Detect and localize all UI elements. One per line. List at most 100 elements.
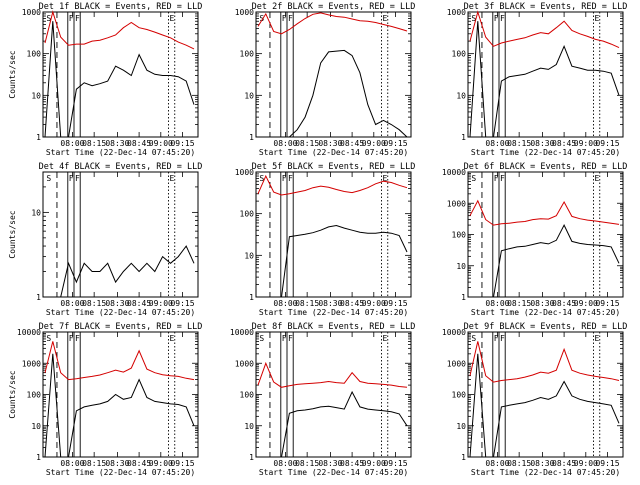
x-tick-label: 08:00 <box>485 299 509 308</box>
axes-frame <box>255 11 412 138</box>
x-tick-label: 09:15 <box>595 459 619 468</box>
x-tick-label: 09:00 <box>149 459 173 468</box>
x-tick-label: 08:45 <box>340 459 364 468</box>
panel-3: Det 3f BLACK = Events, RED = LLD 1 10 100 10… <box>447 2 628 157</box>
x-axis-label: Start Time (22-Dec-14 07:45:20) <box>471 148 620 157</box>
x-tick-label: 08:00 <box>60 299 84 308</box>
x-tick-label: 09:00 <box>149 139 173 148</box>
marker-label: F <box>494 14 499 23</box>
x-tick-label: 08:15 <box>82 139 106 148</box>
x-tick-label: 08:30 <box>105 299 129 308</box>
series-line-events <box>258 390 408 458</box>
y-tick-label: 1 <box>461 453 466 462</box>
x-tick-label: 08:45 <box>552 139 576 148</box>
marker-label: F <box>282 174 287 183</box>
x-tick-label: 08:15 <box>507 459 531 468</box>
marker-label: S <box>46 174 51 183</box>
y-tick-label: 100 <box>452 391 467 400</box>
x-tick-label: 08:15 <box>295 139 319 148</box>
y-tick-label: 1000 <box>447 359 466 368</box>
series-line-events <box>45 245 195 298</box>
x-tick-label: 08:45 <box>552 459 576 468</box>
y-tick-label: 1000 <box>447 8 466 17</box>
y-tick-label: 10000 <box>442 328 466 337</box>
marker-label: F <box>500 334 505 343</box>
y-tick-label: 100 <box>240 50 255 59</box>
marker-label: S <box>46 14 51 23</box>
series-line-events <box>44 353 195 458</box>
x-tick-label: 08:15 <box>295 459 319 468</box>
x-tick-label: 08:30 <box>530 459 554 468</box>
x-tick-label: 09:15 <box>383 139 407 148</box>
y-tick-label: 10 <box>456 262 466 271</box>
x-tick-label: 08:30 <box>318 459 342 468</box>
y-tick-label: 10 <box>456 422 466 431</box>
marker-label: F <box>288 174 293 183</box>
y-tick-label: 1000 <box>235 168 254 177</box>
x-axis-label: Start Time (22-Dec-14 07:45:20) <box>259 148 408 157</box>
marker-label: S <box>46 334 51 343</box>
x-axis-label: Start Time (22-Dec-14 07:45:20) <box>259 468 408 477</box>
y-tick-label: 10 <box>31 422 41 431</box>
x-tick-label: 08:30 <box>318 139 342 148</box>
x-tick-label: 09:15 <box>383 299 407 308</box>
marker-label: F <box>500 14 505 23</box>
x-tick-label: 08:00 <box>60 139 84 148</box>
x-tick-label: 08:45 <box>340 139 364 148</box>
x-tick-label: 08:30 <box>530 299 554 308</box>
series-line-lld <box>469 341 620 383</box>
y-axis-label: Counts/sec <box>8 210 17 258</box>
series-line-events <box>470 223 620 298</box>
x-tick-label: 09:00 <box>574 299 598 308</box>
panel-1: Det 1f BLACK = Events, RED = LLD 1 10 100 10… <box>8 2 202 157</box>
series-line-events <box>44 21 195 138</box>
y-tick-label: 1 <box>249 293 254 302</box>
marker-label: F <box>75 334 80 343</box>
marker-label: F <box>69 14 74 23</box>
x-tick-label: 08:15 <box>507 139 531 148</box>
x-tick-label: 09:00 <box>149 299 173 308</box>
marker-label: F <box>282 14 287 23</box>
y-tick-label: 1 <box>36 293 41 302</box>
marker-label: S <box>471 174 476 183</box>
x-tick-label: 08:15 <box>82 299 106 308</box>
y-tick-label: 10 <box>244 251 254 260</box>
x-axis-label: Start Time (22-Dec-14 07:45:20) <box>46 148 195 157</box>
x-tick-label: 09:00 <box>574 139 598 148</box>
y-tick-label: 10 <box>456 91 466 100</box>
panel-title: Det 7f BLACK = Events, RED = LLD <box>39 322 203 332</box>
marker-label: F <box>69 334 74 343</box>
x-tick-label: 08:00 <box>273 139 297 148</box>
x-tick-label: 08:45 <box>552 299 576 308</box>
y-tick-label: 1000 <box>22 8 41 17</box>
marker-label: E <box>170 14 175 23</box>
axes-frame <box>42 171 199 298</box>
y-tick-label: 1000 <box>235 8 254 17</box>
y-tick-label: 1 <box>249 133 254 142</box>
y-tick-label: 100 <box>240 391 255 400</box>
panel-8: Det 8f BLACK = Events, RED = LLD 1 10 100 10… <box>230 322 415 477</box>
y-tick-label: 1000 <box>447 199 466 208</box>
x-tick-label: 08:15 <box>82 459 106 468</box>
x-tick-label: 09:00 <box>362 139 386 148</box>
y-tick-label: 10000 <box>442 168 466 177</box>
y-axis-label: Counts/sec <box>8 50 17 98</box>
marker-label: F <box>282 334 287 343</box>
marker-label: E <box>595 174 600 183</box>
y-tick-label: 1 <box>36 133 41 142</box>
panel-title: Det 4f BLACK = Events, RED = LLD <box>39 162 203 172</box>
y-tick-label: 1 <box>249 453 254 462</box>
y-tick-label: 1000 <box>22 359 41 368</box>
x-tick-label: 08:45 <box>127 139 151 148</box>
y-tick-label: 10000 <box>230 328 254 337</box>
y-tick-label: 10 <box>244 91 254 100</box>
panel-title: Det 8f BLACK = Events, RED = LLD <box>252 322 416 332</box>
x-tick-label: 08:00 <box>273 299 297 308</box>
y-tick-label: 100 <box>27 391 42 400</box>
series-line-lld <box>257 174 408 196</box>
panel-title: Det 5f BLACK = Events, RED = LLD <box>252 162 416 172</box>
panel-title: Det 1f BLACK = Events, RED = LLD <box>39 2 203 12</box>
marker-label: S <box>471 14 476 23</box>
